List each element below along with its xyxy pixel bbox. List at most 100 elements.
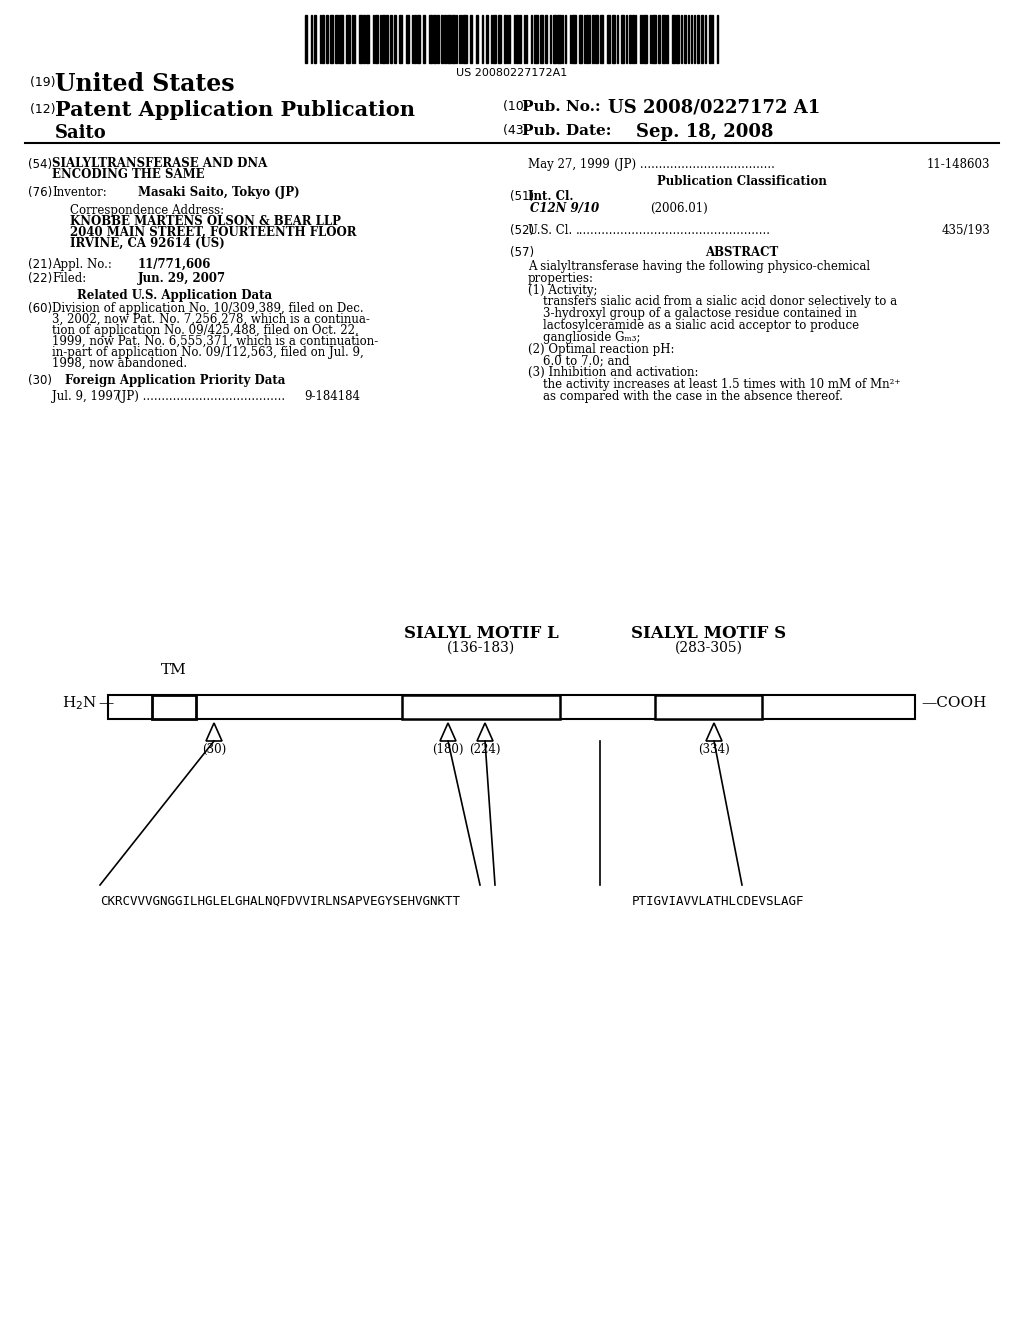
Bar xyxy=(414,15,416,63)
Text: (2006.01): (2006.01) xyxy=(650,202,708,215)
Bar xyxy=(635,15,636,63)
Bar xyxy=(418,15,420,63)
Text: 11-148603: 11-148603 xyxy=(927,158,990,172)
Text: 3-hydroxyl group of a galactose residue contained in: 3-hydroxyl group of a galactose residue … xyxy=(528,308,857,321)
Text: Inventor:: Inventor: xyxy=(52,186,106,199)
Text: (21): (21) xyxy=(28,257,52,271)
Bar xyxy=(382,15,385,63)
Text: A sialyltransferase having the following physico-chemical: A sialyltransferase having the following… xyxy=(528,260,870,273)
Text: (12): (12) xyxy=(30,103,59,116)
Bar xyxy=(595,15,598,63)
Bar xyxy=(519,15,520,63)
Bar xyxy=(394,15,395,63)
Bar xyxy=(530,15,532,63)
Text: Int. Cl.: Int. Cl. xyxy=(528,190,573,203)
Text: tion of application No. 09/425,488, filed on Oct. 22,: tion of application No. 09/425,488, file… xyxy=(52,323,358,337)
Text: 1999, now Pat. No. 6,555,371, which is a continuation-: 1999, now Pat. No. 6,555,371, which is a… xyxy=(52,335,378,348)
Bar xyxy=(709,15,711,63)
Text: lactosylceramide as a sialic acid acceptor to produce: lactosylceramide as a sialic acid accept… xyxy=(528,319,859,333)
Bar xyxy=(505,15,506,63)
Bar xyxy=(441,15,442,63)
Bar xyxy=(346,15,350,63)
Bar xyxy=(470,15,472,63)
Text: United States: United States xyxy=(55,73,234,96)
Text: US 20080227172A1: US 20080227172A1 xyxy=(457,69,567,78)
Bar xyxy=(630,15,631,63)
Bar xyxy=(540,15,544,63)
Text: (1) Activity;: (1) Activity; xyxy=(528,284,597,297)
Bar xyxy=(490,15,492,63)
Text: (JP) ......................................: (JP) ...................................… xyxy=(117,389,285,403)
Text: 435/193: 435/193 xyxy=(941,224,990,238)
Text: (30): (30) xyxy=(28,374,52,387)
Bar xyxy=(364,15,365,63)
Text: (2) Optimal reaction pH:: (2) Optimal reaction pH: xyxy=(528,343,675,355)
Text: —COOH: —COOH xyxy=(921,696,986,710)
Text: (10): (10) xyxy=(503,100,532,114)
Bar xyxy=(691,15,692,63)
Bar xyxy=(700,15,702,63)
Bar xyxy=(399,15,402,63)
Bar xyxy=(507,15,508,63)
Bar xyxy=(412,15,413,63)
Bar xyxy=(652,15,655,63)
Text: as compared with the case in the absence thereof.: as compared with the case in the absence… xyxy=(528,389,843,403)
Text: Patent Application Publication: Patent Application Publication xyxy=(55,100,415,120)
Text: (283-305): (283-305) xyxy=(675,642,742,655)
Bar xyxy=(335,15,338,63)
Bar xyxy=(616,15,617,63)
Bar xyxy=(493,15,497,63)
Bar xyxy=(572,15,575,63)
Bar xyxy=(429,15,432,63)
Text: (136-183): (136-183) xyxy=(446,642,515,655)
Text: ganglioside Gₘ₃;: ganglioside Gₘ₃; xyxy=(528,331,640,343)
Bar xyxy=(658,15,660,63)
Text: Masaki Saito, Tokyo (JP): Masaki Saito, Tokyo (JP) xyxy=(138,186,300,199)
Bar xyxy=(677,15,679,63)
Polygon shape xyxy=(206,723,222,741)
Text: 2040 MAIN STREET, FOURTEENTH FLOOR: 2040 MAIN STREET, FOURTEENTH FLOOR xyxy=(70,226,356,239)
Bar xyxy=(667,15,669,63)
Bar xyxy=(586,15,588,63)
Bar xyxy=(486,15,488,63)
Text: 1998, now abandoned.: 1998, now abandoned. xyxy=(52,356,187,370)
Bar xyxy=(626,15,627,63)
Bar xyxy=(706,15,707,63)
Bar xyxy=(305,15,307,63)
Bar xyxy=(672,15,675,63)
Text: properties:: properties: xyxy=(528,272,594,285)
Bar xyxy=(662,15,665,63)
Text: Division of application No. 10/309,389, filed on Dec.: Division of application No. 10/309,389, … xyxy=(52,302,364,315)
Bar xyxy=(717,15,718,63)
Bar xyxy=(606,15,610,63)
Bar xyxy=(650,15,651,63)
Text: transfers sialic acid from a sialic acid donor selectively to a: transfers sialic acid from a sialic acid… xyxy=(528,296,897,309)
Bar xyxy=(319,15,322,63)
Text: Publication Classification: Publication Classification xyxy=(657,176,827,187)
Text: (22): (22) xyxy=(28,272,52,285)
Bar xyxy=(612,15,614,63)
Bar xyxy=(684,15,686,63)
Bar xyxy=(622,15,624,63)
Text: (60): (60) xyxy=(28,302,52,315)
Bar xyxy=(437,15,439,63)
Text: (JP) ....................................: (JP) ...................................… xyxy=(603,158,775,172)
Text: (76): (76) xyxy=(28,186,52,199)
Bar xyxy=(553,15,556,63)
Bar xyxy=(358,15,362,63)
Bar xyxy=(386,15,387,63)
Bar xyxy=(152,696,196,719)
Text: C12N 9/10: C12N 9/10 xyxy=(530,202,599,215)
Bar xyxy=(314,15,316,63)
Text: (51): (51) xyxy=(510,190,535,203)
Text: (30): (30) xyxy=(202,743,226,756)
Text: TM: TM xyxy=(161,663,186,677)
Text: US 2008/0227172 A1: US 2008/0227172 A1 xyxy=(608,99,820,117)
Bar xyxy=(579,15,583,63)
Bar xyxy=(461,15,462,63)
Bar xyxy=(655,696,762,719)
Text: the activity increases at least 1.5 times with 10 mM of Mn²⁺: the activity increases at least 1.5 time… xyxy=(528,378,900,391)
Text: (43): (43) xyxy=(503,124,532,137)
Text: 6.0 to 7.0; and: 6.0 to 7.0; and xyxy=(528,354,630,367)
Bar xyxy=(524,15,525,63)
